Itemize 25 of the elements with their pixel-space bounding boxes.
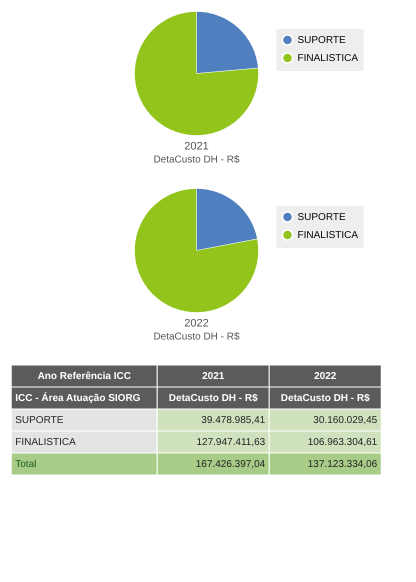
text: FINALISTICA <box>15 437 76 448</box>
legend-label: SUPORTE <box>298 212 346 223</box>
text: 39.478.985,41 <box>201 415 266 426</box>
text: DetaCusto DH - R$ <box>153 154 240 166</box>
legend-label: FINALISTICA <box>298 53 358 64</box>
text: 2021 <box>184 140 209 152</box>
legend-label: SUPORTE <box>298 35 346 46</box>
text: 137.123.334,06 <box>308 459 378 470</box>
text: 167.426.397,04 <box>196 459 266 470</box>
text: 2022 <box>184 318 209 330</box>
text: ICC - Área Atuação SIORG <box>15 392 141 404</box>
text: DetaCusto DH - R$ <box>280 393 370 404</box>
text: Total <box>15 459 36 470</box>
text: 2021 <box>202 371 225 382</box>
text: DetaCusto DH - R$ <box>153 332 240 342</box>
text: SUPORTE <box>15 415 64 426</box>
pie-slice <box>134 188 259 313</box>
pie-slice <box>134 11 259 136</box>
legend-label: FINALISTICA <box>298 230 358 241</box>
text: Ano Referência ICC <box>38 371 131 382</box>
text: 106.963.304,61 <box>308 437 378 448</box>
text: DetaCusto DH - R$ <box>168 393 258 404</box>
text: 30.160.029,45 <box>313 415 378 426</box>
text: 127.947.411,63 <box>196 437 266 448</box>
text: 2022 <box>314 371 337 382</box>
